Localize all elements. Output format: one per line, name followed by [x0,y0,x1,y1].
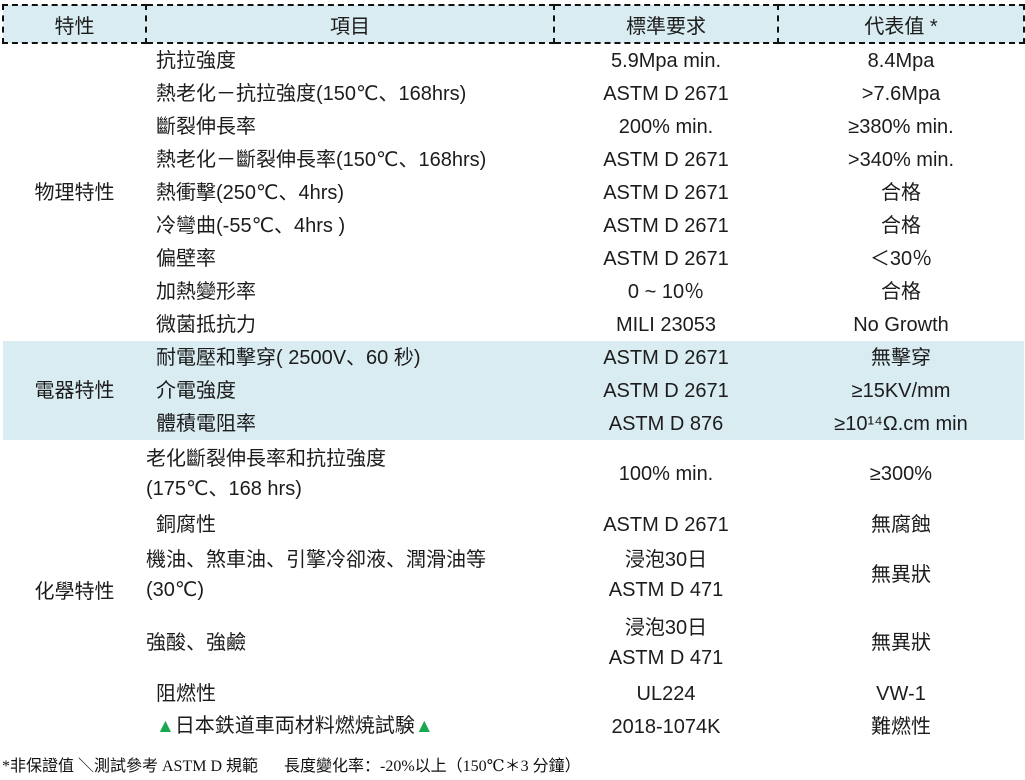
footnote: *非保證值 ＼測試參考 ASTM D 規範 長度變化率：-20%以上（150℃＊… [2,752,1025,776]
value-cell: 無擊穿 [778,341,1024,374]
item-cell: 抗拉強度 [156,49,236,72]
table-row: 加熱變形率 0 ~ 10％ 合格 [3,275,1024,308]
value-cell: 無異狀 [871,564,931,586]
green-triangle-icon: ▲ [414,716,434,737]
item-cell: 介電強度 [146,374,554,407]
value-cell: 合格 [881,214,921,237]
standard-cell: 浸泡30日 ASTM D 471 [554,609,778,677]
table-row: 斷裂伸長率 200% min. ≥380% min. [3,110,1024,143]
standard-line: ASTM D 471 [608,647,724,669]
standard-cell: 0 ~ 10％ [627,280,705,303]
value-cell: ≥380% min. [848,115,954,138]
table-row: 熱衝擊(250℃、4hrs) ASTM D 2671 合格 [3,176,1024,209]
item-cell: 銅腐性 [156,513,216,536]
table-row: 物理特性 抗拉強度 5.9Mpa min. 8.4Mpa [3,43,1024,204]
value-cell: 無腐蝕 [871,513,931,536]
standard-cell: 100% min. [618,463,714,485]
table-row: 機油、煞車油、引擎冷卻液、潤滑油等 (30℃) 浸泡30日 ASTM D 471… [3,541,1024,609]
standard-line: ASTM D 471 [608,579,724,601]
table-row: ▲日本鉄道車両材料燃焼試験▲ 2018-1074K 難燃性 [3,710,1024,743]
col-header-standard: 標準要求 [553,4,779,44]
table-row: 熱老化－斷裂伸長率(150℃、168hrs) ASTM D 2671 >340%… [3,143,1024,176]
col-header-typical-value: 代表值 * [777,4,1025,44]
item-cell: 阻燃性 [156,682,216,705]
footnote-left: *非保證值 ＼測試參考 ASTM D 規範 [2,758,259,775]
item-cell: 老化斷裂伸長率和抗拉強度 (175℃、168 hrs) [146,440,554,508]
standard-cell: ASTM D 2671 [603,513,729,536]
value-cell: VW-1 [876,682,926,705]
spec-table: 特性 項目 標準要求 代表值 * 物理特性 抗拉強度 5.9Mpa min. 8… [2,4,1025,743]
item-cell: 微菌抵抗力 [156,313,256,336]
item-line: (30℃) [146,579,205,601]
item-cell: 強酸、強鹼 [146,632,246,654]
item-line: 老化斷裂伸長率和抗拉強度 [146,448,386,470]
standard-cell: 200% min. [618,115,714,138]
table-row: 偏壁率 ASTM D 2671 ＜30％ [3,242,1024,275]
value-cell: >340% min. [847,148,955,171]
table-row: 微菌抵抗力 MILI 23053 No Growth [3,308,1024,341]
standard-cell: 2018-1074K [611,715,721,738]
standard-cell: MILI 23053 [615,313,717,336]
item-cell: 機油、煞車油、引擎冷卻液、潤滑油等 (30℃) [146,541,554,609]
value-cell: 無異狀 [871,632,931,654]
table-row: 化學特性 老化斷裂伸長率和抗拉強度 (175℃、168 hrs) 100% mi… [3,440,1024,603]
value-cell: ≥10¹⁴Ω.cm min [778,407,1024,440]
value-cell: ≥15KV/mm [778,374,1024,407]
standard-cell: 5.9Mpa min. [610,49,722,72]
value-cell: ≥300% [869,463,933,485]
item-cell: 熱老化－斷裂伸長率(150℃、168hrs) [156,148,487,171]
standard-cell: ASTM D 876 [554,407,778,440]
col-header-characteristic: 特性 [2,4,147,44]
standard-cell: ASTM D 2671 [603,181,729,204]
value-cell: 難燃性 [871,715,931,738]
table-row: 熱老化－抗拉強度(150℃、168hrs) ASTM D 2671 >7.6Mp… [3,77,1024,110]
standard-cell: 浸泡30日 ASTM D 471 [554,541,778,609]
table-row: 強酸、強鹼 浸泡30日 ASTM D 471 無異狀 [3,609,1024,677]
item-cell: 冷彎曲(-55℃、4hrs ) [156,214,346,237]
value-cell: ＜30％ [869,247,933,270]
value-cell: No Growth [853,313,949,336]
standard-cell: ASTM D 2671 [554,341,778,374]
standard-cell: ASTM D 2671 [603,214,729,237]
standard-line: 浸泡30日 [624,549,708,571]
group-label-chemical: 化學特性 [34,580,115,603]
item-cell: 體積電阻率 [146,407,554,440]
item-cell: 耐電壓和擊穿( 2500V、60 秒) [146,341,554,374]
standard-cell: ASTM D 2671 [603,247,729,270]
table-row: 阻燃性 UL224 VW-1 [3,677,1024,710]
group-label-physical: 物理特性 [34,181,115,204]
standard-cell: ASTM D 2671 [554,374,778,407]
item-cell: 加熱變形率 [156,280,256,303]
item-line: 機油、煞車油、引擎冷卻液、潤滑油等 [146,549,486,571]
table-row: 銅腐性 ASTM D 2671 無腐蝕 [3,508,1024,541]
item-cell: 偏壁率 [156,247,216,270]
item-cell: 熱老化－抗拉強度(150℃、168hrs) [156,82,467,105]
standard-cell: ASTM D 2671 [603,82,729,105]
col-header-item: 項目 [145,4,555,44]
group-label-electrical: 電器特性 [3,341,146,440]
table-row: 體積電阻率 ASTM D 876 ≥10¹⁴Ω.cm min [3,407,1024,440]
table-row: 電器特性 耐電壓和擊穿( 2500V、60 秒) ASTM D 2671 無擊穿 [3,341,1024,440]
header-row: 特性 項目 標準要求 代表值 * [2,4,1025,44]
table-row: 冷彎曲(-55℃、4hrs ) ASTM D 2671 合格 [3,209,1024,242]
item-cell: ▲日本鉄道車両材料燃焼試験▲ [146,710,554,743]
value-cell: 合格 [881,280,921,303]
footnote-right: 長度變化率：-20%以上（150℃＊3 分鐘） [284,758,581,775]
item-cell: 斷裂伸長率 [156,115,256,138]
standard-cell: ASTM D 2671 [603,148,729,171]
standard-line: 浸泡30日 [624,617,708,639]
green-triangle-icon: ▲ [156,716,175,737]
value-cell: >7.6Mpa [861,82,941,105]
item-text: 日本鉄道車両材料燃焼試験 [174,715,415,737]
value-cell: 8.4Mpa [867,49,935,72]
table-row: 介電強度 ASTM D 2671 ≥15KV/mm [3,374,1024,407]
item-line: (175℃、168 hrs) [146,478,302,500]
item-cell: 熱衝擊(250℃、4hrs) [156,181,345,204]
standard-cell: UL224 [636,682,696,705]
value-cell: 合格 [881,181,921,204]
